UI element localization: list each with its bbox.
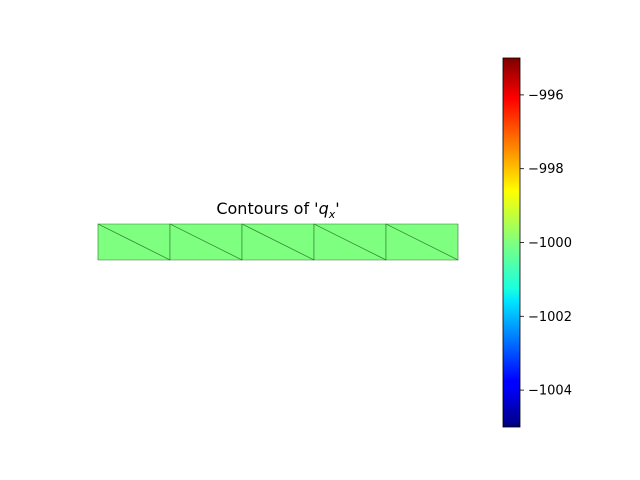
chart-title: Contours of 'qx' xyxy=(216,199,339,221)
mesh-plot xyxy=(97,223,459,261)
mesh-triangle xyxy=(313,223,387,261)
mesh-triangle xyxy=(97,223,171,261)
colorbar-tick-label: −1004 xyxy=(528,384,572,399)
mesh-triangle xyxy=(169,223,243,261)
mesh-triangle xyxy=(385,223,459,261)
colorbar xyxy=(502,57,521,428)
colorbar-ticks: −1004 −1002 −1000 −998 −996 xyxy=(520,88,572,399)
mesh-triangle xyxy=(241,223,315,261)
colorbar-tick-label: −998 xyxy=(528,162,564,177)
colorbar-tick-label: −1002 xyxy=(528,310,572,325)
colorbar-tick-label: −996 xyxy=(528,88,564,103)
colorbar-tick-label: −1000 xyxy=(528,236,572,251)
